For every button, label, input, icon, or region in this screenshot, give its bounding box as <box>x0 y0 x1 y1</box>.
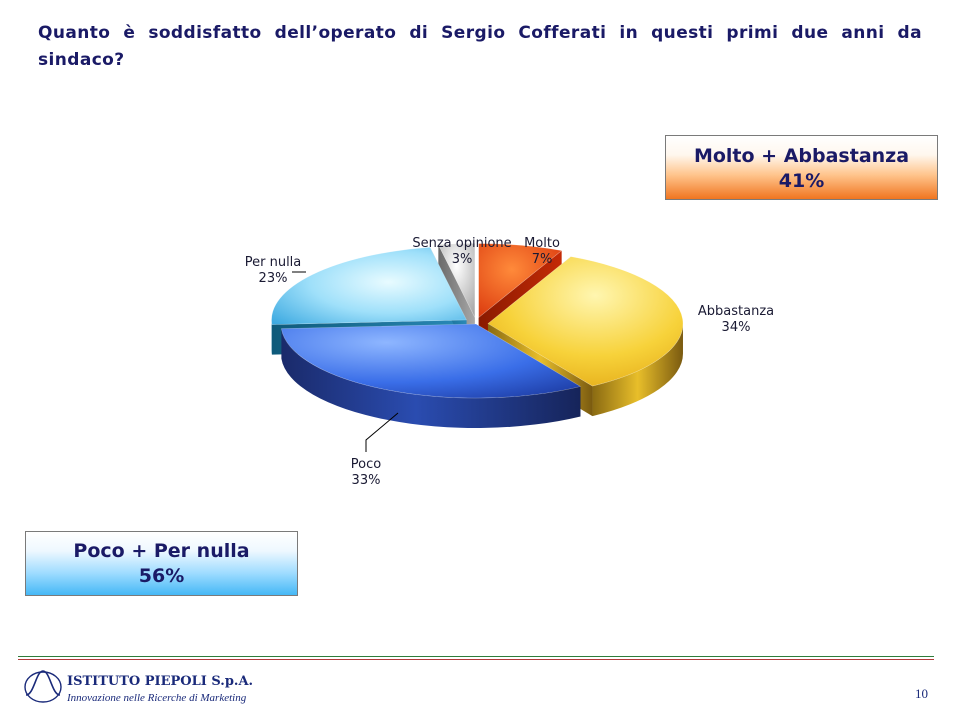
pie-slice-poco <box>281 323 582 399</box>
slice-value-molto: 7% <box>532 252 553 267</box>
summary-negative-value: 56% <box>138 565 185 587</box>
footer-rule-green <box>18 656 934 657</box>
company-name: ISTITUTO PIEPOLI S.p.A. <box>67 674 254 689</box>
slice-value-per-nulla: 23% <box>259 271 288 286</box>
summary-box-positive: Molto + Abbastanza 41% <box>665 135 938 200</box>
pie-slice-molto <box>478 243 563 319</box>
pie-side-poco <box>281 328 581 428</box>
footer-rule-red <box>18 659 934 660</box>
slice-label-abbastanza: Abbastanza <box>698 304 774 319</box>
slice-value-poco: 33% <box>352 473 381 488</box>
leader-line-poco <box>365 412 399 452</box>
pie-side-abbastanza <box>592 323 683 417</box>
slice-value-abbastanza: 34% <box>722 320 751 335</box>
pie-slice-per-nulla <box>271 246 467 325</box>
question-title: Quanto è soddisfatto dell’operato di Ser… <box>38 23 922 70</box>
slice-label-senza-opinione: Senza opinione <box>412 236 511 251</box>
summary-box-negative: Poco + Per nulla 56% <box>25 531 298 596</box>
logo-bell-icon <box>24 670 62 703</box>
slice-label-per-nulla: Per nulla <box>245 255 302 270</box>
summary-negative-label: Poco + Per nulla <box>73 540 250 562</box>
slice-label-molto: Molto <box>524 236 560 251</box>
company-tagline: Innovazione nelle Ricerche di Marketing <box>67 692 247 704</box>
slice-label-poco: Poco <box>351 457 381 472</box>
pie-slice-senza-opinione <box>437 243 476 318</box>
page-number: 10 <box>915 686 928 701</box>
summary-positive-value: 41% <box>778 170 825 192</box>
company-logo: ISTITUTO PIEPOLI S.p.A. Innovazione nell… <box>22 666 262 710</box>
pie-slice-abbastanza <box>487 256 684 387</box>
summary-positive-label: Molto + Abbastanza <box>693 145 910 167</box>
slice-value-senza-opinione: 3% <box>452 252 473 267</box>
